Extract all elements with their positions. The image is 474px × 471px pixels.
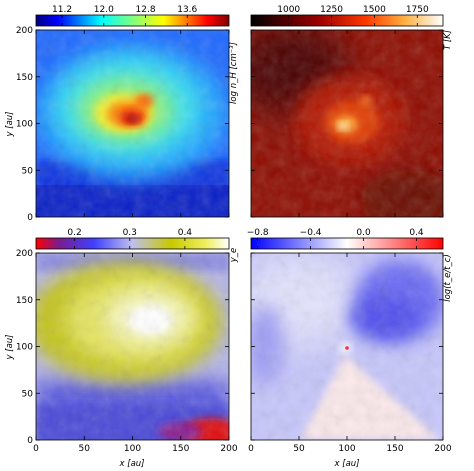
xlabel-left: x [au] xyxy=(119,459,145,469)
colorbar-tick-label: 0.4 xyxy=(409,228,424,238)
colorbar-temperature xyxy=(250,14,444,27)
colorbar-tick-label: 0.2 xyxy=(67,228,81,238)
x-tick-label: 200 xyxy=(220,444,237,454)
colorbar-tick-label: 11.2 xyxy=(52,5,72,15)
colorbar-tick-label: 1750 xyxy=(406,5,429,15)
colorbar-tick-label: 1250 xyxy=(320,5,343,15)
y-tick-label: 150 xyxy=(16,73,33,83)
xlabel-right: x [au] xyxy=(334,459,360,469)
colorbar-tick-label: 12.8 xyxy=(136,5,156,15)
colorbar-tick-label: 0.4 xyxy=(178,228,193,238)
cb-label-ye: y_e xyxy=(229,248,239,264)
colorbar-tick-label: −0.4 xyxy=(300,228,322,238)
y-tick-label: 200 xyxy=(16,26,33,36)
colorbar-tick-label: −0.8 xyxy=(247,228,269,238)
panel-ye xyxy=(35,237,230,441)
panel-density xyxy=(35,14,230,218)
colorbar-ratio xyxy=(250,237,444,250)
colorbar-ye xyxy=(35,237,230,250)
x-tick-label: 0 xyxy=(33,444,39,454)
x-tick-label: 200 xyxy=(434,444,451,454)
y-tick-label: 200 xyxy=(16,249,33,259)
y-tick-label: 100 xyxy=(16,120,33,130)
colorbar-density xyxy=(35,14,230,27)
colorbar-tick-label: 0.3 xyxy=(123,228,137,238)
panel-temperature xyxy=(250,14,444,218)
x-tick-label: 50 xyxy=(79,444,91,454)
ylabel-bottom: y [au] xyxy=(5,335,15,361)
cb-label-density: log n_H [cm⁻³] xyxy=(229,42,239,104)
y-tick-label: 50 xyxy=(22,166,34,176)
colorbar-tick-label: 1000 xyxy=(277,5,300,15)
colorbar-tick-label: 12.0 xyxy=(94,5,114,15)
heatmap-temperature xyxy=(251,30,443,217)
panel-ratio xyxy=(250,237,444,441)
x-tick-label: 50 xyxy=(293,444,305,454)
x-tick-label: 100 xyxy=(338,444,355,454)
x-tick-label: 150 xyxy=(386,444,403,454)
y-tick-label: 150 xyxy=(16,296,33,306)
heatmap-ye xyxy=(36,253,229,440)
y-tick-label: 0 xyxy=(27,436,33,446)
y-tick-label: 0 xyxy=(27,213,33,223)
colorbar-tick-label: 1500 xyxy=(363,5,386,15)
y-tick-label: 100 xyxy=(16,343,33,353)
colorbar-tick-label: 13.6 xyxy=(177,5,197,15)
heatmap-density xyxy=(36,30,229,217)
cb-label-ratio: log(t_e/t_c) xyxy=(443,254,453,302)
heatmap-ratio xyxy=(251,253,443,440)
x-tick-label: 100 xyxy=(124,444,141,454)
cb-label-temperature: T [K] xyxy=(443,30,453,50)
x-tick-label: 150 xyxy=(172,444,189,454)
ylabel-top: y [au] xyxy=(5,112,15,138)
colorbar-tick-label: 0.0 xyxy=(356,228,371,238)
x-tick-label: 0 xyxy=(248,444,254,454)
y-tick-label: 50 xyxy=(22,389,34,399)
